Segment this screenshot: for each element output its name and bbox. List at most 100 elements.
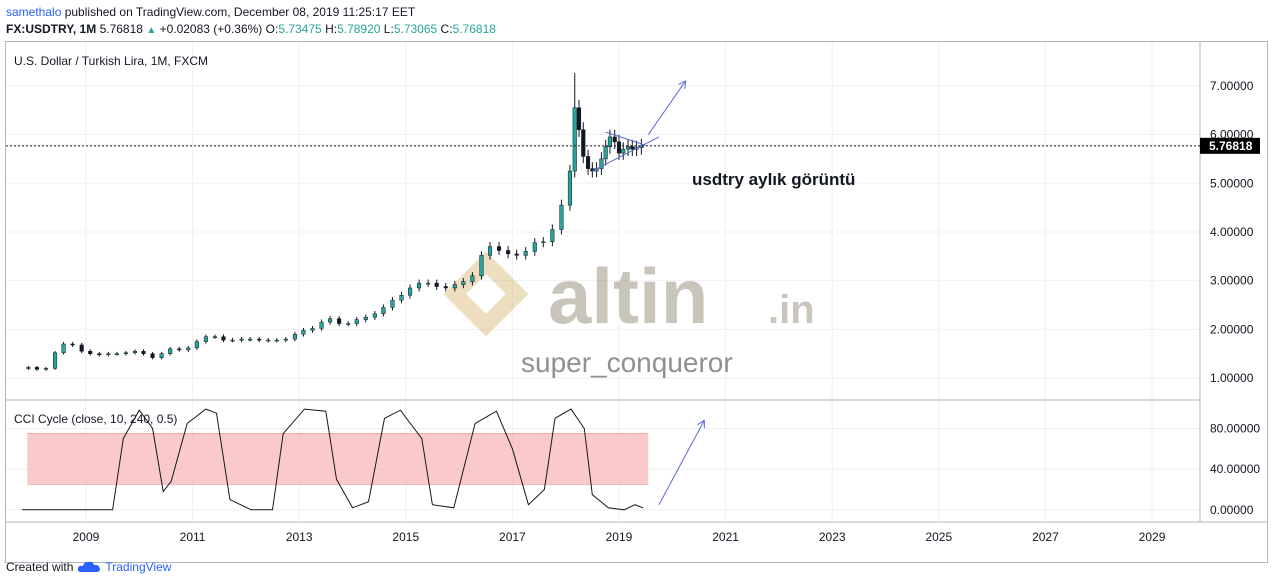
candle-body — [123, 352, 128, 355]
candle-body — [541, 241, 546, 243]
author-link[interactable]: samethalo — [6, 5, 62, 19]
symbol-label: FX:USDTRY, 1M — [6, 22, 97, 36]
candle-body — [43, 368, 49, 370]
candle-body — [487, 246, 493, 256]
candle-body — [616, 141, 622, 154]
chart-frame — [5, 41, 1268, 563]
candle-body — [346, 323, 351, 325]
candle-body — [150, 353, 155, 358]
cci-band-rect — [27, 433, 649, 485]
candle-body — [506, 250, 511, 255]
high-label: H: — [325, 22, 338, 36]
candle-body — [479, 255, 484, 277]
candle-body — [443, 286, 448, 289]
price-arrow — [647, 80, 687, 135]
open-value: 5.73475 — [278, 22, 322, 36]
candle-body — [581, 129, 586, 157]
close-label: C: — [440, 22, 453, 36]
cci-arrow-head — [697, 419, 705, 429]
osc-tick-label: 80.00000 — [1210, 421, 1260, 435]
axes: 2009 2011 2013 2015 2017 2019 2021 2023 2025 2027… — [6, 42, 1268, 544]
candle-body — [257, 338, 262, 341]
candle-body — [514, 253, 519, 256]
x-tick-label: 2017 — [499, 530, 526, 544]
open-label: O: — [265, 22, 279, 36]
candle-body — [274, 339, 279, 342]
osc-tick-label: 0.00000 — [1210, 503, 1254, 517]
watermark: altin .in super_conqueror — [443, 251, 815, 378]
candle-body — [497, 246, 502, 251]
x-tick-label: 2013 — [286, 530, 313, 544]
x-tick-label: 2019 — [606, 530, 633, 544]
candle-body — [319, 321, 324, 329]
x-tick-label: 2023 — [819, 530, 846, 544]
candle-body — [567, 170, 573, 206]
triangle-lower-line — [592, 136, 660, 172]
candle-body — [186, 347, 191, 351]
footer: Created with TradingView — [6, 560, 171, 574]
watermark-brand-suffix: .in — [768, 288, 815, 332]
price-candles — [26, 72, 644, 371]
candle-body — [452, 284, 457, 289]
cci-band — [27, 433, 649, 485]
candle-body — [141, 351, 146, 354]
published-text: published on TradingView.com, December 0… — [61, 5, 416, 19]
candle-body — [177, 348, 182, 351]
close-value: 5.76818 — [452, 22, 496, 36]
candle-body — [61, 343, 66, 354]
last-price-label: 5.76818 — [1209, 139, 1253, 153]
candle-body — [417, 282, 422, 289]
candle-body — [381, 307, 386, 315]
y-tick-label: 5.00000 — [1210, 176, 1254, 190]
candle-body — [106, 353, 111, 355]
main-pane-title: U.S. Dollar / Turkish Lira, 1M, FXCM — [14, 54, 208, 68]
x-tick-label: 2015 — [392, 530, 419, 544]
user-drawings — [592, 80, 705, 505]
candle-body — [52, 352, 58, 369]
y-tick-label: 2.00000 — [1210, 322, 1254, 336]
candle-body — [586, 156, 591, 169]
candle-body — [434, 282, 439, 287]
candle-body — [79, 344, 84, 352]
candle-body — [461, 281, 466, 285]
chart-annotation: usdtry aylık görüntü — [692, 170, 855, 189]
tradingview-cloud-icon — [78, 561, 101, 572]
created-with-label: Created with — [6, 560, 74, 574]
candle-body — [626, 146, 631, 150]
x-tick-label: 2029 — [1139, 530, 1166, 544]
candle-body — [372, 313, 377, 318]
tradingview-link[interactable]: TradingView — [105, 560, 172, 574]
watermark-brand: altin — [548, 252, 708, 340]
candle-body — [34, 367, 39, 370]
candle-body — [599, 158, 604, 169]
candle-body — [70, 343, 75, 346]
candle-body — [390, 299, 395, 308]
y-tick-label: 7.00000 — [1210, 79, 1254, 93]
candle-body — [550, 229, 555, 242]
x-tick-label: 2025 — [925, 530, 952, 544]
candle-body — [212, 336, 217, 338]
osc-tick-label: 40.00000 — [1210, 462, 1260, 476]
high-value: 5.78920 — [337, 22, 381, 36]
last-price: 5.76818 — [99, 22, 143, 36]
last-price-badge — [1200, 137, 1260, 154]
low-value: 5.73065 — [393, 22, 438, 36]
low-label: L: — [383, 22, 394, 36]
price-arrow-head — [678, 80, 687, 89]
candle-body — [603, 146, 608, 160]
x-tick-label: 2027 — [1032, 530, 1059, 544]
candle-body — [26, 367, 31, 369]
candle-body — [426, 282, 431, 285]
candle-body — [114, 353, 119, 355]
cci-arrow — [658, 420, 705, 505]
candle-body — [292, 333, 297, 340]
y-tick-label: 1.00000 — [1210, 371, 1254, 385]
candle-body — [88, 351, 93, 354]
candle-body — [301, 330, 306, 335]
candle-body — [523, 251, 528, 256]
candle-body — [221, 336, 226, 341]
candle-body — [399, 295, 404, 301]
x-tick-label: 2009 — [73, 530, 100, 544]
candle-body — [132, 351, 138, 354]
